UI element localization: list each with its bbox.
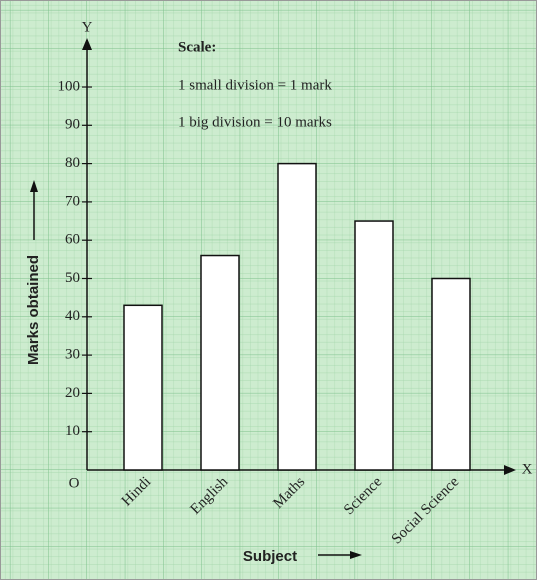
- scale-line: 1 big division = 10 marks: [178, 114, 332, 130]
- x-axis-name: X: [522, 461, 533, 477]
- y-tick-label: 50: [65, 270, 80, 286]
- x-label-arrowhead: [350, 551, 362, 559]
- bar: [354, 220, 394, 471]
- y-tick-label: 90: [65, 117, 80, 133]
- x-arrow: [504, 465, 516, 475]
- y-tick-label: 10: [65, 423, 80, 439]
- y-tick-label: 20: [65, 385, 80, 401]
- bar: [431, 277, 471, 471]
- y-tick-label: 30: [65, 347, 80, 363]
- scale-line: 1 small division = 1 mark: [178, 77, 332, 93]
- x-axis-label: Subject: [243, 548, 297, 565]
- y-tick-label: 100: [58, 78, 81, 94]
- y-axis-name: Y: [82, 19, 93, 35]
- y-tick-label: 70: [65, 193, 80, 209]
- y-label-arrowhead: [30, 180, 38, 192]
- y-arrow: [82, 38, 92, 50]
- y-tick-label: 60: [65, 232, 80, 248]
- y-axis-label: Marks obtained: [25, 255, 42, 365]
- bar: [200, 254, 240, 471]
- bar: [277, 162, 317, 471]
- origin-label: O: [69, 475, 80, 491]
- scale-title: Scale:: [178, 39, 216, 55]
- y-tick-label: 80: [65, 155, 80, 171]
- bar: [123, 304, 163, 471]
- y-tick-label: 40: [65, 308, 80, 324]
